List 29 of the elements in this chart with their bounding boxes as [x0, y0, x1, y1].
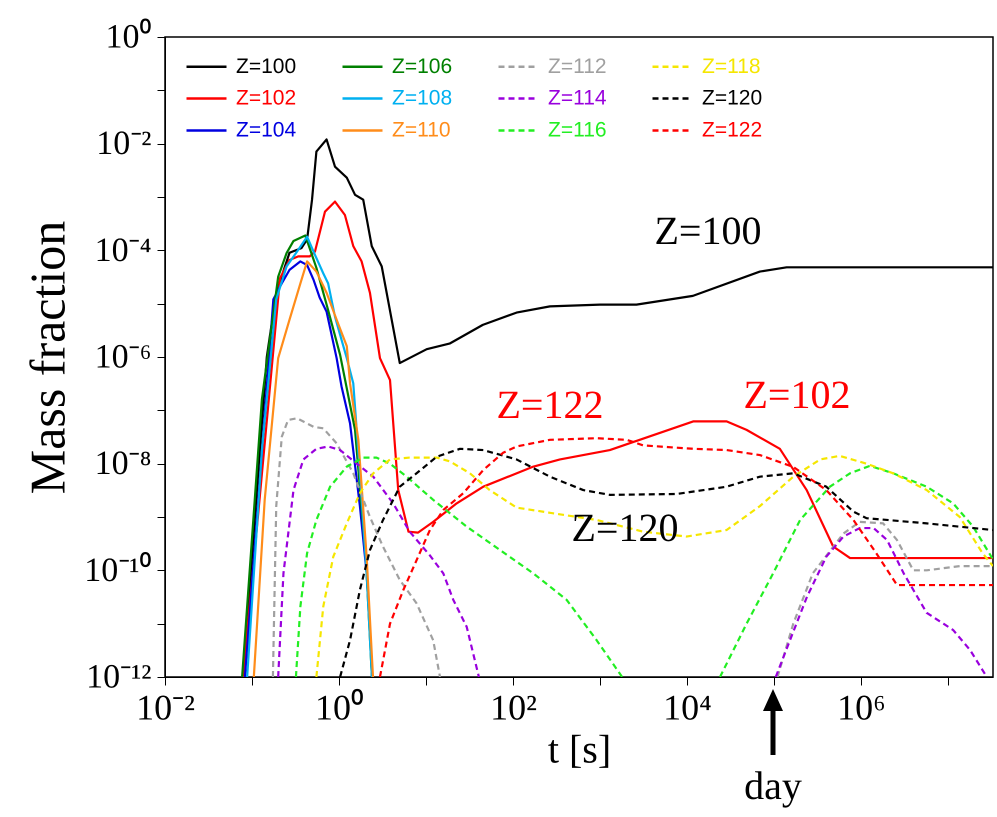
x-tick-label: 10⁶	[837, 688, 886, 728]
legend-label: Z=110	[392, 118, 451, 142]
legend-label: Z=100	[236, 54, 296, 78]
annotation: Z=102	[744, 372, 850, 417]
annotation: Z=120	[572, 505, 678, 550]
y-tick-label: 10⁻⁶	[94, 338, 152, 376]
legend-label: Z=106	[392, 54, 452, 78]
annotation: Z=122	[496, 382, 604, 427]
legend-label: Z=116	[548, 118, 607, 142]
y-axis-title: Mass fraction	[19, 220, 76, 494]
legend-label: Z=122	[702, 118, 762, 142]
legend-label: Z=108	[392, 86, 452, 110]
y-tick-label: 10⁻⁸	[94, 445, 152, 482]
legend-label: Z=104	[236, 118, 296, 142]
y-tick-label: 10⁰	[106, 18, 152, 56]
x-axis-title: t [s]	[548, 726, 612, 772]
legend-label: Z=120	[702, 86, 762, 110]
x-tick-label: 10⁴	[663, 688, 712, 728]
legend-label: Z=102	[236, 86, 296, 110]
text: day	[744, 763, 802, 808]
legend-label: Z=114	[548, 86, 607, 110]
legend-label: Z=112	[548, 54, 607, 78]
annotation: Z=100	[654, 208, 762, 253]
x-tick-label: 10²	[490, 688, 537, 728]
y-tick-label: 10⁻¹⁰	[84, 552, 152, 589]
y-tick-label: 10⁻⁴	[94, 232, 152, 269]
legend-label: Z=118	[702, 54, 761, 78]
x-tick-label: 10⁰	[314, 688, 364, 728]
y-tick-label: 10⁻²	[96, 125, 152, 162]
